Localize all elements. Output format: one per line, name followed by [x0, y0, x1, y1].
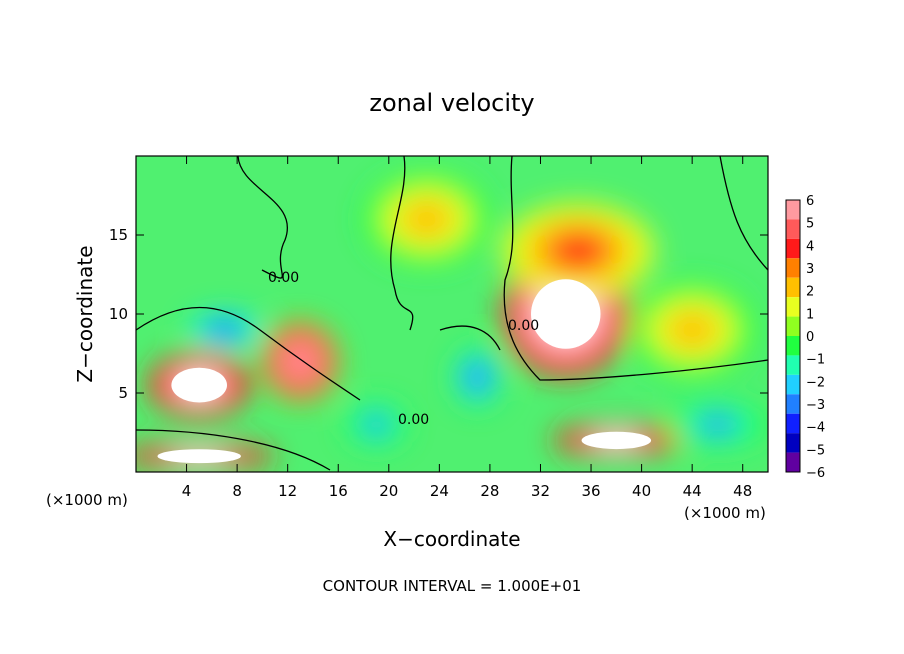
x-tick-label: 44: [683, 482, 702, 500]
y-tick-label: 5: [118, 384, 128, 402]
colorbar-swatch: [786, 200, 800, 220]
colorbar-tick-label: −3: [806, 398, 825, 413]
saturated-region: [171, 367, 228, 403]
x-tick-label: 28: [480, 482, 499, 500]
heatmap-cell: [401, 200, 452, 239]
colorbar-swatch: [786, 316, 800, 336]
x-tick-label: 32: [531, 482, 550, 500]
colorbar-swatch: [786, 258, 800, 278]
colorbar-tick-label: 1: [806, 307, 814, 322]
contour-line: [390, 156, 414, 331]
y-tick-label: 10: [109, 305, 128, 323]
x-unit-left: (×1000 m): [46, 491, 128, 509]
heatmap-cell: [363, 415, 389, 435]
x-tick-label: 36: [581, 482, 600, 500]
colorbar-swatch: [786, 413, 800, 434]
saturated-region: [531, 279, 601, 349]
colorbar-tick-label: 0: [806, 330, 814, 345]
heatmap-cell: [467, 364, 488, 390]
colorbar-swatch: [786, 277, 800, 298]
contour-label: 0.00: [398, 412, 429, 428]
contour-line: [136, 429, 331, 471]
colorbar-tick-label: 3: [806, 262, 814, 277]
x-tick-label: 20: [379, 482, 398, 500]
colorbar-tick-label: −6: [806, 466, 825, 481]
chart-title: zonal velocity: [369, 89, 534, 117]
saturated-region: [581, 431, 652, 450]
colorbar-tick-label: 2: [806, 285, 814, 300]
heatmap-cell: [666, 310, 718, 349]
colorbar-tick-label: −5: [806, 443, 825, 458]
colorbar-tick-label: −1: [806, 353, 825, 368]
heatmap-field: [136, 171, 768, 469]
x-tick-label: 8: [232, 482, 242, 500]
x-tick-label: 16: [329, 482, 348, 500]
heatmap-cell: [697, 415, 738, 435]
y-axis-label: Z−coordinate: [73, 245, 97, 382]
colorbar-tick-label: 6: [806, 194, 814, 209]
colorbar-swatch: [786, 355, 800, 375]
colorbar-swatch: [786, 297, 800, 317]
colorbar-tick-label: 4: [806, 239, 814, 254]
colorbar-swatch: [786, 336, 800, 356]
x-tick-label: 4: [182, 482, 192, 500]
colorbar: 6 5 4 3 2 1 0 −1 −2 −3 −4 −5 −6: [785, 194, 825, 481]
x-tick-label: 12: [278, 482, 297, 500]
colorbar-swatch: [786, 433, 800, 453]
colorbar-swatch: [786, 238, 800, 259]
contour-line: [439, 325, 501, 351]
x-tick-label: 48: [733, 482, 752, 500]
heatmap-cell: [285, 345, 316, 378]
heatmap-cell: [209, 322, 240, 338]
zero-contours: 0.00 0.00 0.00: [136, 156, 768, 471]
x-axis: 4 8 12 16 20 24 28 32 36 40 44 48: [182, 156, 752, 500]
y-axis: 5 10 15: [109, 226, 768, 402]
x-unit-right: (×1000 m): [684, 504, 766, 522]
colorbar-frame: [785, 199, 801, 473]
x-axis-label: X−coordinate: [383, 527, 520, 551]
colorbar-swatch: [786, 394, 800, 414]
colorbar-tick-label: −2: [806, 375, 825, 390]
contour-line: [136, 306, 361, 401]
contour-interval-note: CONTOUR INTERVAL = 1.000E+01: [323, 577, 582, 595]
contour-label: 0.00: [268, 270, 299, 286]
contour-line: [719, 156, 768, 271]
contour-label: 0.00: [508, 318, 539, 334]
colorbar-tick-label: 5: [806, 217, 814, 232]
x-tick-label: 40: [632, 482, 651, 500]
colorbar-swatch: [786, 374, 800, 395]
colorbar-tick-label: −4: [806, 421, 825, 436]
contour-line: [503, 156, 768, 381]
saturated-region: [157, 449, 241, 464]
contour-line: [237, 156, 288, 279]
colorbar-swatch: [786, 452, 800, 472]
colorbar-swatch: [786, 219, 800, 239]
x-tick-label: 24: [430, 482, 449, 500]
y-tick-label: 15: [109, 226, 128, 244]
heatmap-cell: [548, 231, 609, 270]
